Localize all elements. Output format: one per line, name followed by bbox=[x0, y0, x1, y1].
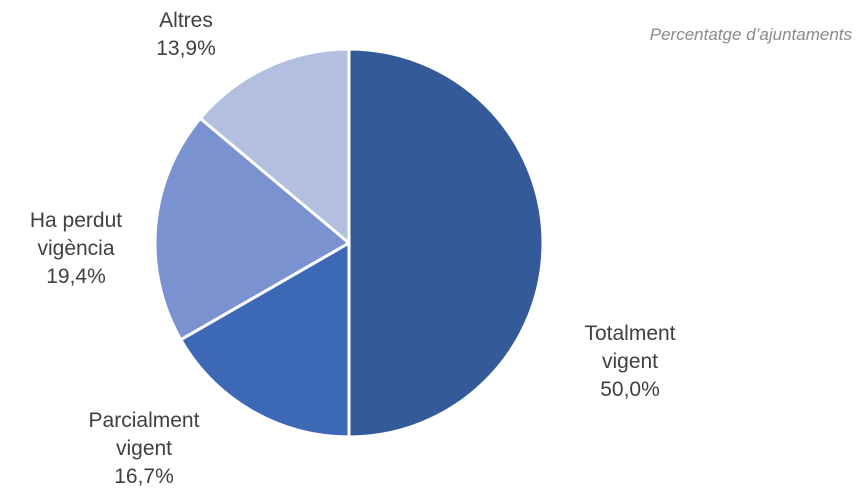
slice-labels: Totalment vigent 50,0% Parcialment vigent 16,… bbox=[30, 9, 676, 488]
slice-label-2: Parcialment vigent 16,7% bbox=[89, 409, 200, 488]
slice-label-text: vigència bbox=[37, 237, 114, 260]
slice-value-label: 19,4% bbox=[46, 265, 106, 288]
slice-label-text: Altres bbox=[159, 9, 213, 32]
slice-label-text: Ha perdut bbox=[30, 209, 122, 232]
slice-label-text: vigent bbox=[116, 437, 172, 460]
slice-value-label: 13,9% bbox=[156, 37, 216, 60]
pie-slice-1 bbox=[347, 47, 545, 439]
pie-slices bbox=[153, 47, 545, 439]
chart-subtitle: Percentatge d’ajuntaments bbox=[650, 25, 853, 44]
pie-slice-4 bbox=[198, 47, 351, 245]
pie-slice-2 bbox=[179, 241, 351, 439]
pie-slice-3 bbox=[153, 116, 351, 342]
slice-value-label: 50,0% bbox=[600, 378, 660, 401]
slice-label-text: vigent bbox=[602, 350, 658, 373]
slice-label-3: Ha perdut vigència 19,4% bbox=[30, 209, 122, 288]
slice-label-text: Parcialment bbox=[89, 409, 200, 432]
slice-label-1: Totalment vigent 50,0% bbox=[584, 322, 675, 401]
slice-label-text: Totalment bbox=[584, 322, 675, 345]
slice-label-4: Altres 13,9% bbox=[156, 9, 216, 60]
slice-value-label: 16,7% bbox=[114, 465, 174, 488]
